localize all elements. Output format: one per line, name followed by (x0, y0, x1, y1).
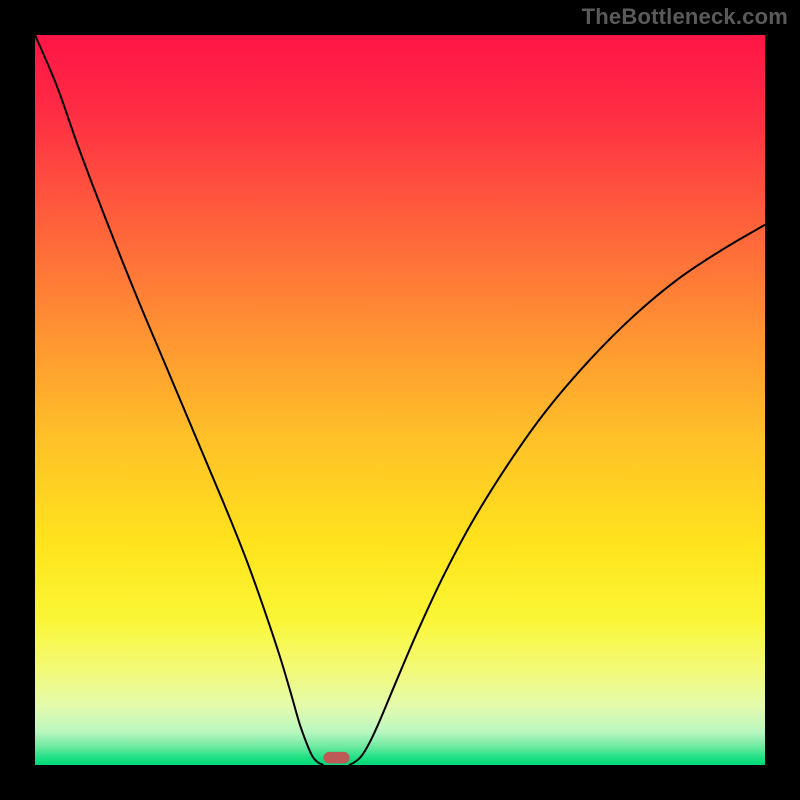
bottleneck-chart (0, 0, 800, 800)
watermark: TheBottleneck.com (582, 4, 788, 30)
chart-plot-area (35, 35, 765, 765)
minimum-marker (323, 752, 349, 764)
